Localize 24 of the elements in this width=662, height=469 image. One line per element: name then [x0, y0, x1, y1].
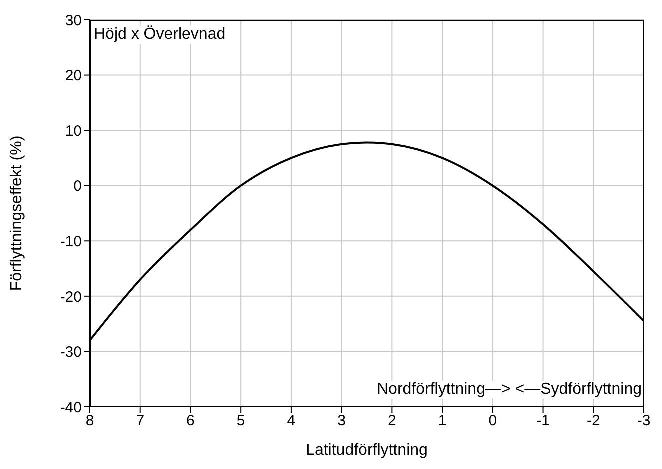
x-tick-label: 2 [388, 412, 396, 430]
x-tick-label: 0 [488, 412, 498, 430]
x-tick-label: 1 [438, 412, 447, 430]
y-tick-label: 0 [74, 178, 82, 196]
y-tick-label: 20 [65, 68, 82, 85]
x-axis-title: Latitudförflyttning [306, 442, 428, 459]
x-tick-label: 6 [186, 412, 195, 430]
y-tick-label: -10 [60, 233, 82, 250]
annotation: Nordförflyttning—> <—Sydförflyttning [376, 381, 642, 399]
y-axis-title: Förflyttningseffekt (%) [8, 136, 26, 292]
y-tick-label: -20 [60, 288, 82, 306]
y-tick-label: 30 [65, 12, 82, 30]
x-tick-label: 7 [136, 412, 145, 430]
x-tick-label: 4 [287, 412, 296, 430]
x-tick-label: 3 [338, 412, 346, 430]
y-tick-label: 10 [65, 122, 82, 140]
x-tick-label: -3 [637, 412, 651, 430]
x-tick-label: 5 [236, 412, 246, 430]
annotation: Höjd x Överlevnad [94, 26, 226, 44]
x-tick-label: 8 [86, 412, 94, 430]
y-tick-label: -40 [60, 399, 82, 416]
x-tick-label: -2 [586, 412, 600, 430]
x-tick-label: -1 [536, 412, 550, 430]
y-tick-label: -30 [60, 344, 82, 362]
